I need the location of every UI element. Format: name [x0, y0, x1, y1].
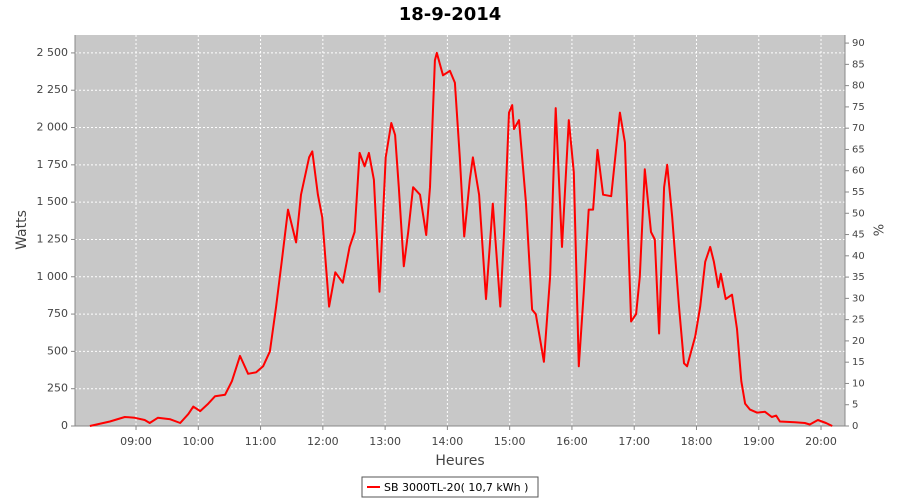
- x-axis-label: Heures: [435, 453, 484, 469]
- y2-tick-label: 40: [852, 251, 865, 262]
- y-tick-label: 1 750: [37, 158, 69, 171]
- y2-tick-label: 35: [852, 272, 865, 283]
- y-tick-label: 1 250: [37, 232, 69, 245]
- y-tick-label: 250: [47, 382, 68, 395]
- y2-tick-label: 65: [852, 144, 865, 155]
- y-axis-label: Watts: [14, 210, 30, 250]
- x-tick-label: 10:00: [182, 435, 214, 448]
- y2-tick-label: 20: [852, 336, 865, 347]
- x-tick-label: 09:00: [120, 435, 152, 448]
- y-tick-label: 1 500: [37, 195, 69, 208]
- chart-title: 18-9-2014: [399, 4, 502, 25]
- y2-tick-label: 50: [852, 208, 865, 219]
- x-tick-label: 13:00: [369, 435, 401, 448]
- series-line: [89, 51, 833, 427]
- y2-tick-label: 5: [852, 400, 858, 411]
- y-tick-label: 750: [47, 307, 68, 320]
- y-tick-label: 2 250: [37, 83, 69, 96]
- y-tick-label: 0: [61, 419, 68, 432]
- y2-tick-label: 0: [852, 421, 858, 432]
- y2-tick-label: 55: [852, 187, 865, 198]
- x-tick-label: 17:00: [618, 435, 650, 448]
- x-tick-label: 20:00: [805, 435, 837, 448]
- y2-tick-label: 60: [852, 166, 865, 177]
- y2-axis-label: %: [873, 224, 888, 236]
- y2-tick-label: 90: [852, 38, 865, 49]
- x-tick-label: 18:00: [681, 435, 713, 448]
- y-tick-label: 2 000: [37, 121, 69, 134]
- x-tick-label: 16:00: [556, 435, 588, 448]
- y2-tick-label: 15: [852, 357, 865, 368]
- x-tick-label: 12:00: [307, 435, 339, 448]
- y2-tick-label: 45: [852, 230, 865, 241]
- x-tick-label: 14:00: [432, 435, 464, 448]
- y-tick-label: 2 500: [37, 46, 69, 59]
- y2-tick-label: 25: [852, 315, 865, 326]
- plot-area: [75, 35, 845, 426]
- y2-tick-label: 70: [852, 123, 865, 134]
- x-tick-label: 15:00: [494, 435, 526, 448]
- legend: [361, 476, 539, 498]
- y2-tick-label: 30: [852, 293, 865, 304]
- legend-label: SB 3000TL-20( 10,7 kWh ): [384, 481, 528, 494]
- y-tick-label: 500: [47, 344, 68, 357]
- y2-tick-label: 75: [852, 102, 865, 113]
- x-tick-label: 19:00: [743, 435, 775, 448]
- x-tick-label: 11:00: [245, 435, 277, 448]
- y2-tick-label: 85: [852, 59, 865, 70]
- y2-tick-label: 10: [852, 378, 865, 389]
- y-tick-label: 1 000: [37, 270, 69, 283]
- y2-tick-label: 80: [852, 81, 865, 92]
